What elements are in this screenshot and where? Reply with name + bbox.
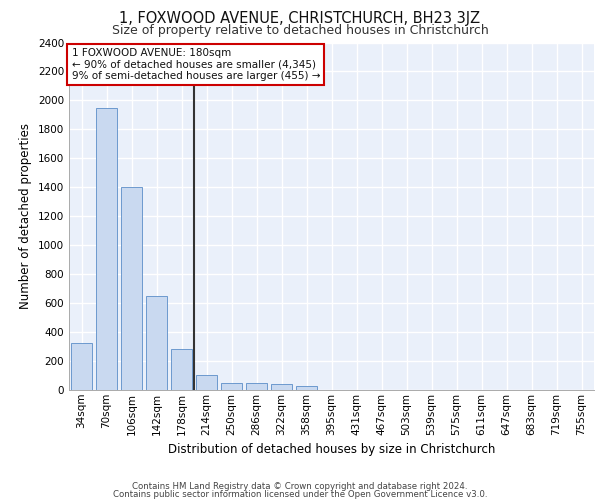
Text: 1 FOXWOOD AVENUE: 180sqm
← 90% of detached houses are smaller (4,345)
9% of semi: 1 FOXWOOD AVENUE: 180sqm ← 90% of detach… xyxy=(71,48,320,81)
X-axis label: Distribution of detached houses by size in Christchurch: Distribution of detached houses by size … xyxy=(168,443,495,456)
Bar xyxy=(146,296,167,390)
Bar xyxy=(171,350,192,390)
Text: Size of property relative to detached houses in Christchurch: Size of property relative to detached ho… xyxy=(112,24,488,37)
Text: Contains public sector information licensed under the Open Government Licence v3: Contains public sector information licen… xyxy=(113,490,487,499)
Bar xyxy=(196,375,217,390)
Text: Contains HM Land Registry data © Crown copyright and database right 2024.: Contains HM Land Registry data © Crown c… xyxy=(132,482,468,491)
Text: 1, FOXWOOD AVENUE, CHRISTCHURCH, BH23 3JZ: 1, FOXWOOD AVENUE, CHRISTCHURCH, BH23 3J… xyxy=(119,11,481,26)
Bar xyxy=(271,384,292,390)
Bar xyxy=(246,384,267,390)
Y-axis label: Number of detached properties: Number of detached properties xyxy=(19,123,32,309)
Bar xyxy=(121,188,142,390)
Bar xyxy=(296,386,317,390)
Bar xyxy=(221,383,242,390)
Bar xyxy=(71,343,92,390)
Bar xyxy=(96,108,117,390)
